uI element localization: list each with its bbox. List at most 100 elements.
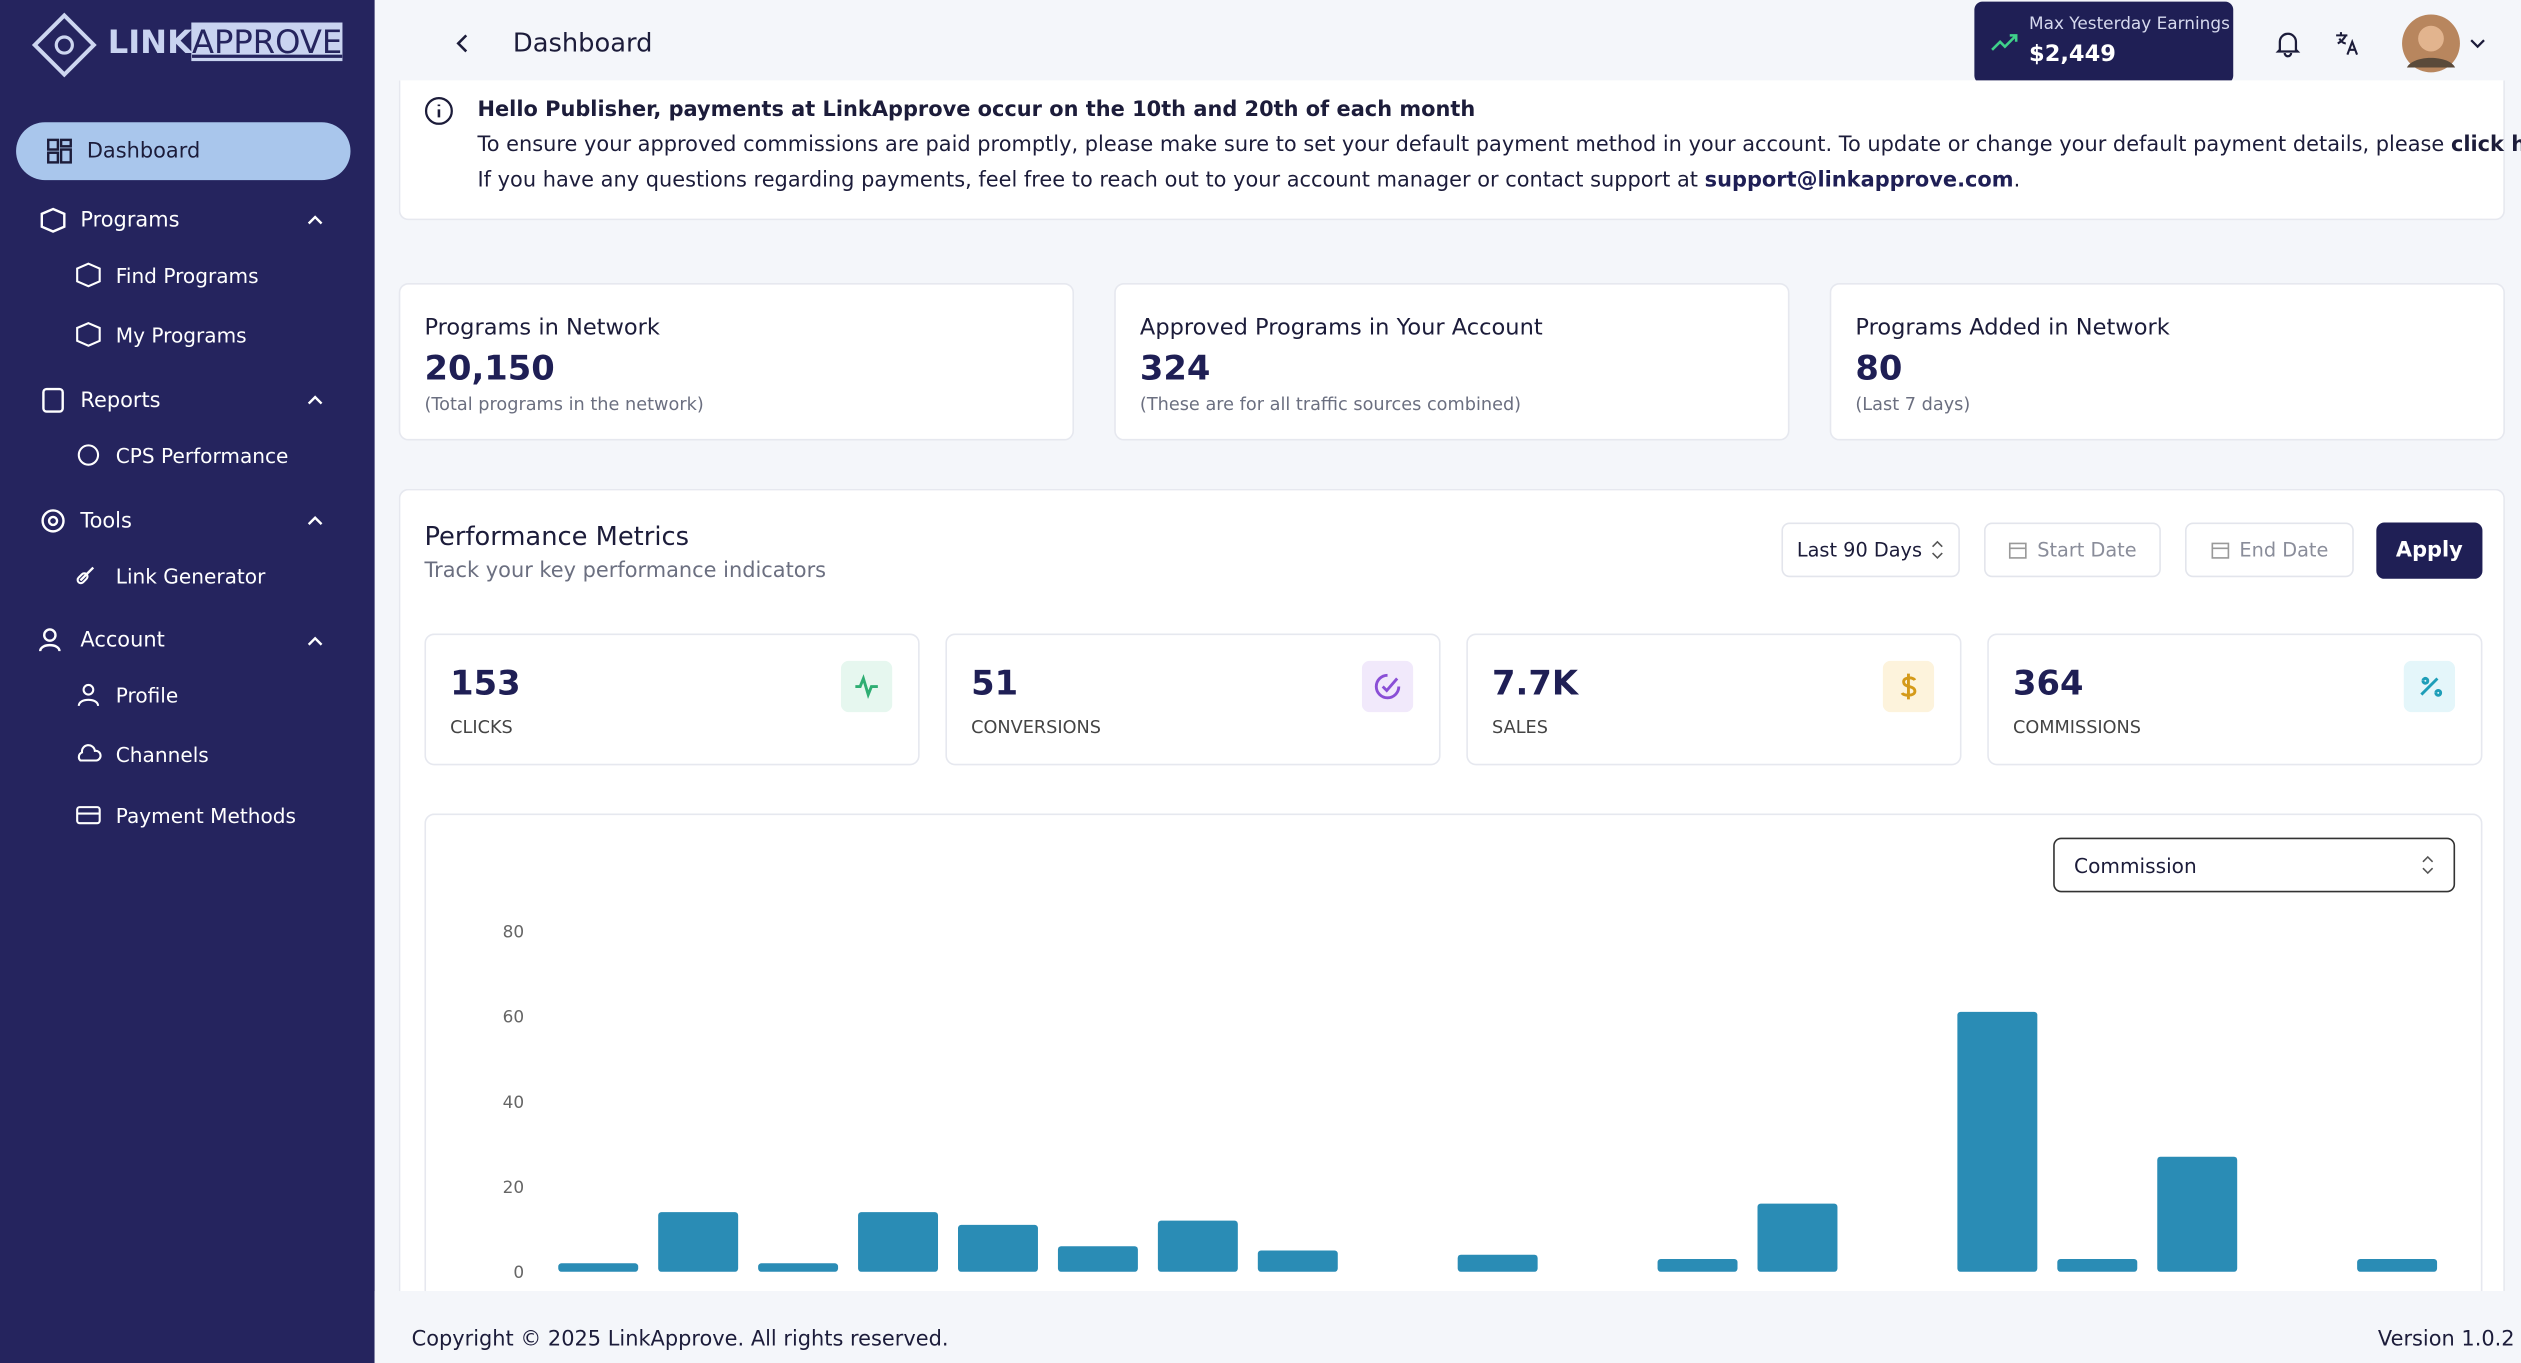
- nav-item[interactable]: Dashboard: [45, 137, 200, 166]
- metric-card: 364 COMMISSIONS: [1987, 633, 2483, 766]
- bar: [958, 1224, 1038, 1272]
- metric-value: 7.7K: [1492, 664, 1579, 703]
- sidebar: LINKAPPROVE Dashboard Programs Find Prog…: [0, 0, 375, 1363]
- notice-text: .: [2013, 168, 2021, 193]
- info-icon: [424, 96, 453, 125]
- section-subtitle: Track your key performance indicators: [424, 559, 827, 584]
- metric-label: CONVERSIONS: [971, 717, 1101, 738]
- nav-label: Channels: [115, 741, 209, 767]
- nav-item[interactable]: Account: [38, 625, 165, 654]
- select-arrows: [2422, 855, 2434, 875]
- bar: [1457, 1254, 1538, 1272]
- nav-item[interactable]: Programs: [39, 206, 179, 235]
- bar: [558, 1263, 639, 1272]
- chart-card: Commission 0 20 40 60 80: [424, 813, 2483, 1332]
- nav-label: Dashboard: [86, 139, 201, 164]
- metric-select[interactable]: Commission: [2053, 837, 2456, 893]
- earnings-label: Max Yesterday Earnings: [2029, 14, 2230, 34]
- notice-link[interactable]: click here: [2450, 133, 2521, 158]
- back-button[interactable]: [450, 29, 476, 58]
- end-date[interactable]: End Date: [2185, 522, 2354, 578]
- translate-icon[interactable]: [2333, 29, 2362, 58]
- stat-value: 80: [1855, 348, 1903, 388]
- nav-item[interactable]: Reports: [39, 386, 161, 415]
- bar: [2357, 1258, 2438, 1272]
- apply-button[interactable]: Apply: [2376, 522, 2483, 579]
- support-email[interactable]: support@linkapprove.com: [1704, 168, 2014, 193]
- notice-text: To ensure your approved commissions are …: [477, 133, 2445, 158]
- nav-item[interactable]: Channels: [74, 740, 209, 769]
- end-label: End Date: [2239, 538, 2329, 562]
- icon: [77, 744, 102, 762]
- nav-item[interactable]: Tools: [39, 506, 132, 535]
- icon-glyph: [2420, 677, 2443, 697]
- icon: [76, 806, 101, 825]
- stat-card: Programs in Network 20,150 (Total programs…: [398, 282, 1075, 441]
- range-select[interactable]: Last 90 Days: [1781, 522, 1960, 578]
- icon: [77, 683, 100, 707]
- stat-note: (Last 7 days): [1855, 393, 1971, 415]
- nav-label: Link Generator: [115, 563, 266, 588]
- icon: [42, 387, 64, 413]
- stat-note: (Total programs in the network): [424, 393, 704, 415]
- icon-glyph: [1900, 673, 1917, 700]
- stat-title: Programs in Network: [424, 315, 660, 341]
- nav-item[interactable]: My Programs: [74, 320, 247, 349]
- earnings-box: Max Yesterday Earnings $2,449: [1974, 1, 2234, 84]
- nav-item[interactable]: Find Programs: [74, 260, 259, 289]
- y-tick-label: 0: [513, 1262, 524, 1282]
- metric-card: 51 CONVERSIONS: [945, 633, 1441, 766]
- icon-bg: [1361, 660, 1414, 713]
- bar: [858, 1212, 939, 1272]
- select-arrows: [1932, 540, 1944, 560]
- start-label: Start Date: [2037, 538, 2137, 562]
- stat-card: Programs Added in Network 80 (Last 7 days): [1829, 282, 2505, 441]
- icon: [76, 566, 95, 585]
- metric-label: COMMISSIONS: [2012, 717, 2142, 738]
- icon: [38, 628, 61, 652]
- logo-bold: LINK: [107, 22, 193, 62]
- logo-icon: [31, 12, 97, 78]
- metric-value: 51: [971, 664, 1019, 703]
- nav-label: CPS Performance: [115, 442, 289, 468]
- chart: 0 20 40 60 80: [503, 921, 2438, 1282]
- y-tick-label: 80: [503, 921, 524, 941]
- performance-card: Performance Metrics Track your key perfo…: [398, 488, 2505, 1332]
- nav-label: Find Programs: [115, 262, 259, 287]
- bar: [1057, 1246, 1138, 1272]
- notification-bell[interactable]: [2273, 29, 2302, 58]
- notice-line: To ensure your approved commissions are …: [478, 133, 2521, 157]
- nav-label: My Programs: [115, 322, 247, 347]
- metric-card: 7.7K SALES: [1466, 633, 1962, 766]
- footer: Copyright © 2025 LinkApprove. All rights…: [374, 1291, 2521, 1363]
- icon-glyph: [855, 674, 878, 699]
- nav-item[interactable]: CPS Performance: [74, 441, 288, 470]
- y-tick-label: 20: [503, 1177, 524, 1197]
- icon: [41, 509, 65, 533]
- nav-item[interactable]: Profile: [74, 680, 178, 709]
- start-date[interactable]: Start Date: [1984, 522, 2161, 578]
- metric-icon: [840, 660, 893, 713]
- icon-glyph: [1374, 673, 1401, 700]
- avatar-menu[interactable]: [2400, 13, 2490, 74]
- nav-label: Reports: [80, 388, 161, 413]
- nav-item[interactable]: Payment Methods: [74, 801, 296, 830]
- metric-label: CLICKS: [450, 717, 513, 738]
- stat-value: 324: [1139, 348, 1211, 388]
- chevrons: [307, 215, 323, 646]
- notice: Hello Publisher, payments at LinkApprove…: [398, 80, 2521, 221]
- icon: [77, 444, 100, 466]
- copyright: Copyright © 2025 LinkApprove. All rights…: [411, 1328, 949, 1353]
- bar: [1657, 1258, 1738, 1272]
- y-tick-label: 40: [503, 1092, 524, 1112]
- bar: [1257, 1250, 1338, 1272]
- nav-item[interactable]: Link Generator: [74, 561, 265, 590]
- bar: [2057, 1258, 2138, 1272]
- stat-card: Approved Programs in Your Account 324 (The…: [1114, 282, 1790, 441]
- stat-value: 20,150: [424, 348, 555, 388]
- bar: [1957, 1011, 2038, 1272]
- nav-label: Payment Methods: [115, 803, 296, 828]
- calendar-icon: [2009, 542, 2027, 559]
